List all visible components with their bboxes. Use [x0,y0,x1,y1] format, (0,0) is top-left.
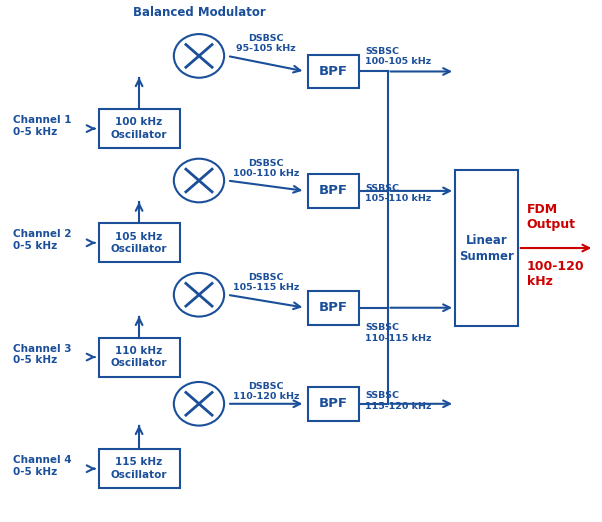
Text: DSBSC
100-110 kHz: DSBSC 100-110 kHz [233,159,299,178]
Text: DSBSC
95-105 kHz: DSBSC 95-105 kHz [237,34,296,53]
Text: 110 kHz
Oscillator: 110 kHz Oscillator [111,346,167,368]
FancyBboxPatch shape [99,449,179,488]
Text: Channel 2
0-5 kHz: Channel 2 0-5 kHz [13,230,72,251]
Circle shape [174,159,224,203]
Text: Linear
Summer: Linear Summer [459,233,514,263]
Text: Channel 4
0-5 kHz: Channel 4 0-5 kHz [13,455,72,477]
Text: Channel 3
0-5 kHz: Channel 3 0-5 kHz [13,343,72,365]
Circle shape [174,34,224,78]
Text: 105 kHz
Oscillator: 105 kHz Oscillator [111,232,167,254]
Text: DSBSC
105-115 kHz: DSBSC 105-115 kHz [233,273,299,292]
Text: SSBSC
115-120 kHz: SSBSC 115-120 kHz [365,392,432,411]
Text: SSBSC
105-110 kHz: SSBSC 105-110 kHz [365,184,432,203]
Text: Channel 1
0-5 kHz: Channel 1 0-5 kHz [13,115,72,137]
FancyBboxPatch shape [455,170,518,326]
FancyBboxPatch shape [99,109,179,148]
Text: BPF: BPF [319,184,348,197]
Text: Balanced Modulator: Balanced Modulator [132,6,265,18]
FancyBboxPatch shape [308,291,359,325]
FancyBboxPatch shape [308,174,359,208]
Text: SSBSC
110-115 kHz: SSBSC 110-115 kHz [365,323,432,343]
Text: SSBSC
100-105 kHz: SSBSC 100-105 kHz [365,47,432,66]
FancyBboxPatch shape [308,387,359,421]
FancyBboxPatch shape [99,223,179,262]
Text: BPF: BPF [319,301,348,314]
Text: 100-120
kHz: 100-120 kHz [527,260,585,288]
Text: 115 kHz
Oscillator: 115 kHz Oscillator [111,457,167,480]
Text: DSBSC
110-120 kHz: DSBSC 110-120 kHz [233,382,299,401]
Text: FDM
Output: FDM Output [527,203,576,231]
Text: BPF: BPF [319,397,348,410]
Circle shape [174,382,224,425]
Text: BPF: BPF [319,65,348,78]
Circle shape [174,273,224,316]
Text: 100 kHz
Oscillator: 100 kHz Oscillator [111,117,167,140]
FancyBboxPatch shape [99,338,179,376]
FancyBboxPatch shape [308,55,359,88]
